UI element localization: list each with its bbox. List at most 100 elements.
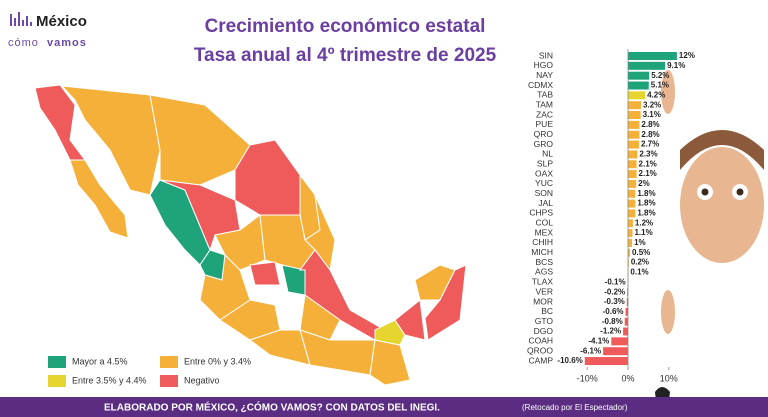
- value-label: 9.1%: [667, 61, 685, 70]
- category-label: QROO: [527, 345, 553, 355]
- bar: [628, 238, 633, 247]
- category-label: SON: [535, 188, 553, 198]
- bar: [628, 91, 646, 100]
- category-label: CHIH: [532, 237, 553, 247]
- category-label: ZAC: [536, 109, 553, 119]
- value-label: 3.1%: [643, 110, 661, 119]
- category-label: TAM: [536, 99, 553, 109]
- value-label: 2.1%: [639, 159, 657, 168]
- value-label: -0.8%: [602, 317, 623, 326]
- x-tick-label: 0%: [621, 373, 634, 383]
- chart-title: Crecimiento económico estatal: [205, 16, 486, 37]
- value-label: -6.1%: [580, 346, 601, 355]
- value-label: 0.5%: [632, 248, 650, 257]
- bar: [628, 81, 649, 90]
- category-label: CHPS: [529, 208, 553, 218]
- bar: [627, 288, 628, 297]
- legend-label: Entre 3.5% y 4.4%: [72, 375, 147, 385]
- footer-credit: (Retocado por El Espectador): [522, 403, 628, 412]
- category-label: JAL: [538, 198, 553, 208]
- logo-tag: cómo: [8, 37, 39, 49]
- value-label: -4.1%: [588, 336, 609, 345]
- category-label: AGS: [535, 267, 553, 277]
- bar: [628, 61, 666, 70]
- category-label: MEX: [535, 227, 554, 237]
- value-label: 3.2%: [643, 100, 661, 109]
- bar: [626, 298, 628, 306]
- category-label: COL: [536, 218, 554, 228]
- category-label: NAY: [536, 70, 553, 80]
- value-label: 1.8%: [637, 189, 655, 198]
- category-label: CDMX: [528, 80, 553, 90]
- value-label: 12%: [679, 51, 695, 60]
- value-label: 2%: [638, 179, 650, 188]
- bar: [611, 337, 628, 346]
- bar: [603, 347, 628, 356]
- bar: [628, 209, 636, 218]
- category-label: MOR: [533, 296, 553, 306]
- category-label: SIN: [539, 50, 553, 60]
- bar: [628, 258, 629, 267]
- bar: [628, 170, 637, 179]
- legend-swatch: [160, 375, 178, 387]
- footer-bar: [0, 397, 768, 417]
- x-tick-label: -10%: [577, 373, 598, 383]
- value-label: -10.6%: [557, 356, 582, 365]
- bar: [624, 317, 628, 326]
- value-label: 2.8%: [641, 130, 659, 139]
- value-label: 0.2%: [631, 258, 649, 267]
- bar: [628, 140, 640, 149]
- category-label: CAMP: [528, 355, 553, 365]
- value-label: -1.2%: [600, 327, 621, 336]
- footer-source: ELABORADO POR MÉXICO, ¿CÓMO VAMOS? CON D…: [104, 401, 440, 414]
- category-label: BCS: [536, 257, 554, 267]
- value-label: -0.2%: [604, 287, 625, 296]
- value-label: 4.2%: [647, 90, 665, 99]
- category-label: GTO: [535, 316, 554, 326]
- value-label: 1.2%: [635, 218, 653, 227]
- category-label: YUC: [535, 178, 553, 188]
- value-label: 5.1%: [651, 81, 669, 90]
- logo: México cómo vamos: [8, 12, 87, 49]
- bar: [625, 307, 628, 316]
- bar: [628, 150, 638, 159]
- category-label: SLP: [537, 158, 553, 168]
- bar: [628, 101, 642, 110]
- value-label: 2.1%: [639, 169, 657, 178]
- bar: [628, 71, 650, 80]
- value-label: 2.8%: [641, 120, 659, 129]
- bar: [628, 179, 637, 188]
- category-label: PUE: [536, 119, 554, 129]
- value-label: -0.1%: [605, 277, 626, 286]
- value-label: -0.3%: [604, 297, 625, 306]
- category-label: GRO: [534, 139, 554, 149]
- bar: [584, 357, 628, 366]
- value-label: 2.3%: [639, 150, 657, 159]
- bar: [628, 130, 640, 139]
- value-label: 1%: [634, 238, 646, 247]
- chart-subtitle: Tasa anual al 4º trimestre de 2025: [194, 45, 497, 66]
- category-label: OAX: [535, 168, 553, 178]
- bar: [628, 199, 636, 208]
- legend-swatch: [48, 375, 66, 387]
- face: [655, 70, 764, 412]
- legend-swatch: [160, 356, 178, 368]
- bar: [628, 229, 633, 238]
- category-label: TAB: [537, 90, 553, 100]
- bar: [628, 160, 637, 169]
- legend-label: Negativo: [184, 375, 220, 385]
- x-tick-label: 10%: [660, 373, 678, 383]
- value-label: -0.6%: [603, 307, 624, 316]
- bar: [628, 52, 677, 60]
- value-label: 1.8%: [637, 199, 655, 208]
- bar: [628, 120, 640, 129]
- legend-label: Entre 0% y 3.4%: [184, 356, 251, 366]
- category-label: BC: [541, 306, 553, 316]
- bar: [623, 327, 628, 336]
- map: [34, 84, 467, 386]
- logo-name: México: [36, 13, 87, 30]
- category-label: COAH: [528, 336, 553, 346]
- value-label: 1.8%: [637, 209, 655, 218]
- bar: [628, 111, 641, 120]
